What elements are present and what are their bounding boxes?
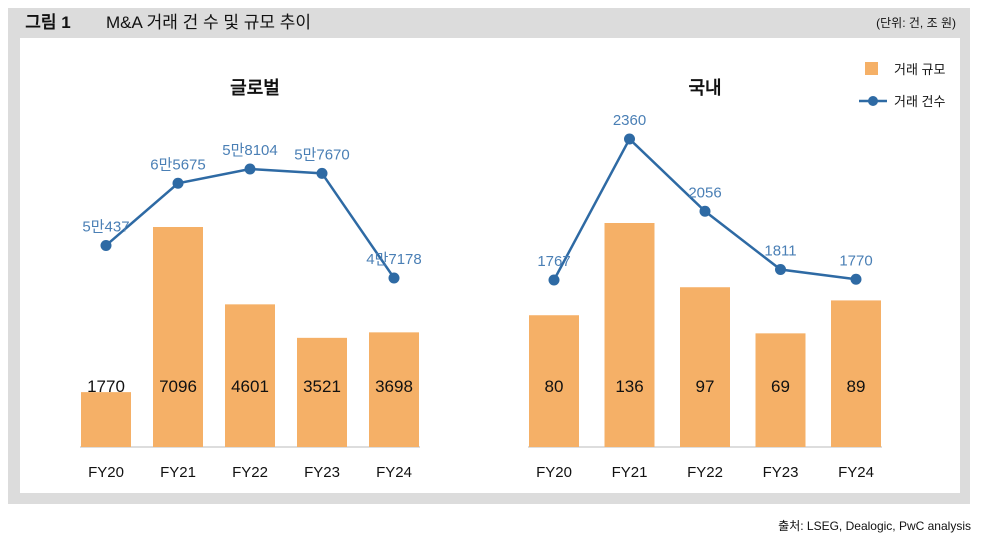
- x-tick-label: FY22: [687, 464, 723, 481]
- bar: [680, 287, 730, 447]
- line-label: 1811: [764, 243, 796, 260]
- line-label: 6만5675: [150, 156, 206, 173]
- bar: [81, 392, 131, 447]
- x-tick-label: FY22: [232, 464, 268, 481]
- x-tick-label: FY23: [763, 464, 799, 481]
- line-label: 5만437: [82, 218, 129, 235]
- bar: [153, 227, 203, 447]
- legend-bar-swatch: [865, 62, 878, 75]
- x-tick-label: FY23: [304, 464, 340, 481]
- title-bar: M&A 거래 건 수 및 규모 추이 (단위: 건, 조 원): [92, 8, 970, 38]
- line-point: [388, 272, 400, 284]
- figure-label: 그림 1: [8, 8, 88, 38]
- x-tick-label: FY21: [160, 464, 196, 481]
- line-label: 5만7670: [294, 146, 350, 163]
- bar-label: 3698: [375, 377, 413, 396]
- bar: [369, 332, 419, 447]
- line-point: [244, 163, 256, 175]
- x-tick-label: FY20: [536, 464, 572, 481]
- bar: [225, 304, 275, 447]
- line-label: 2056: [688, 184, 721, 201]
- x-tick-label: FY24: [376, 464, 412, 481]
- figure-title: M&A 거래 건 수 및 규모 추이: [106, 13, 311, 32]
- chart-title: 국내: [688, 78, 721, 98]
- line-point: [775, 264, 786, 276]
- line-point: [316, 167, 328, 179]
- bar-label: 97: [696, 377, 715, 396]
- bar-label: 89: [847, 377, 866, 396]
- bar-label: 4601: [231, 377, 269, 396]
- line-point: [850, 273, 862, 285]
- legend-line-label: 거래 건수: [894, 94, 945, 109]
- x-tick-label: FY21: [612, 464, 648, 481]
- x-tick-label: FY20: [88, 464, 124, 481]
- bar-label: 80: [545, 377, 564, 396]
- line-point: [172, 177, 184, 189]
- legend-line-marker: [868, 96, 878, 106]
- line-point: [624, 133, 635, 145]
- line-point: [699, 205, 711, 217]
- bar-label: 3521: [303, 377, 341, 396]
- unit-note: (단위: 건, 조 원): [876, 16, 956, 30]
- bar-label: 1770: [87, 377, 125, 396]
- series-line: [105, 167, 396, 279]
- x-tick-label: FY24: [838, 464, 874, 481]
- bar: [297, 337, 347, 447]
- bar: [529, 315, 579, 447]
- line-label: 1770: [839, 252, 872, 269]
- legend-bar-label: 거래 규모: [894, 62, 945, 77]
- line-label: 5만8104: [222, 142, 278, 159]
- line-label: 4만7178: [366, 251, 422, 268]
- bar-label: 136: [615, 377, 643, 396]
- line-label: 1767: [537, 253, 570, 270]
- source-note: 출처: LSEG, Dealogic, PwC analysis: [778, 519, 971, 533]
- chart-title: 글로벌: [230, 78, 280, 98]
- bar: [831, 300, 881, 447]
- line-point: [548, 274, 560, 286]
- bar-label: 69: [771, 377, 790, 396]
- bar: [755, 333, 806, 447]
- line-point: [100, 239, 112, 251]
- bar: [604, 223, 655, 447]
- line-label: 2360: [613, 112, 646, 129]
- bar-label: 7096: [159, 377, 197, 396]
